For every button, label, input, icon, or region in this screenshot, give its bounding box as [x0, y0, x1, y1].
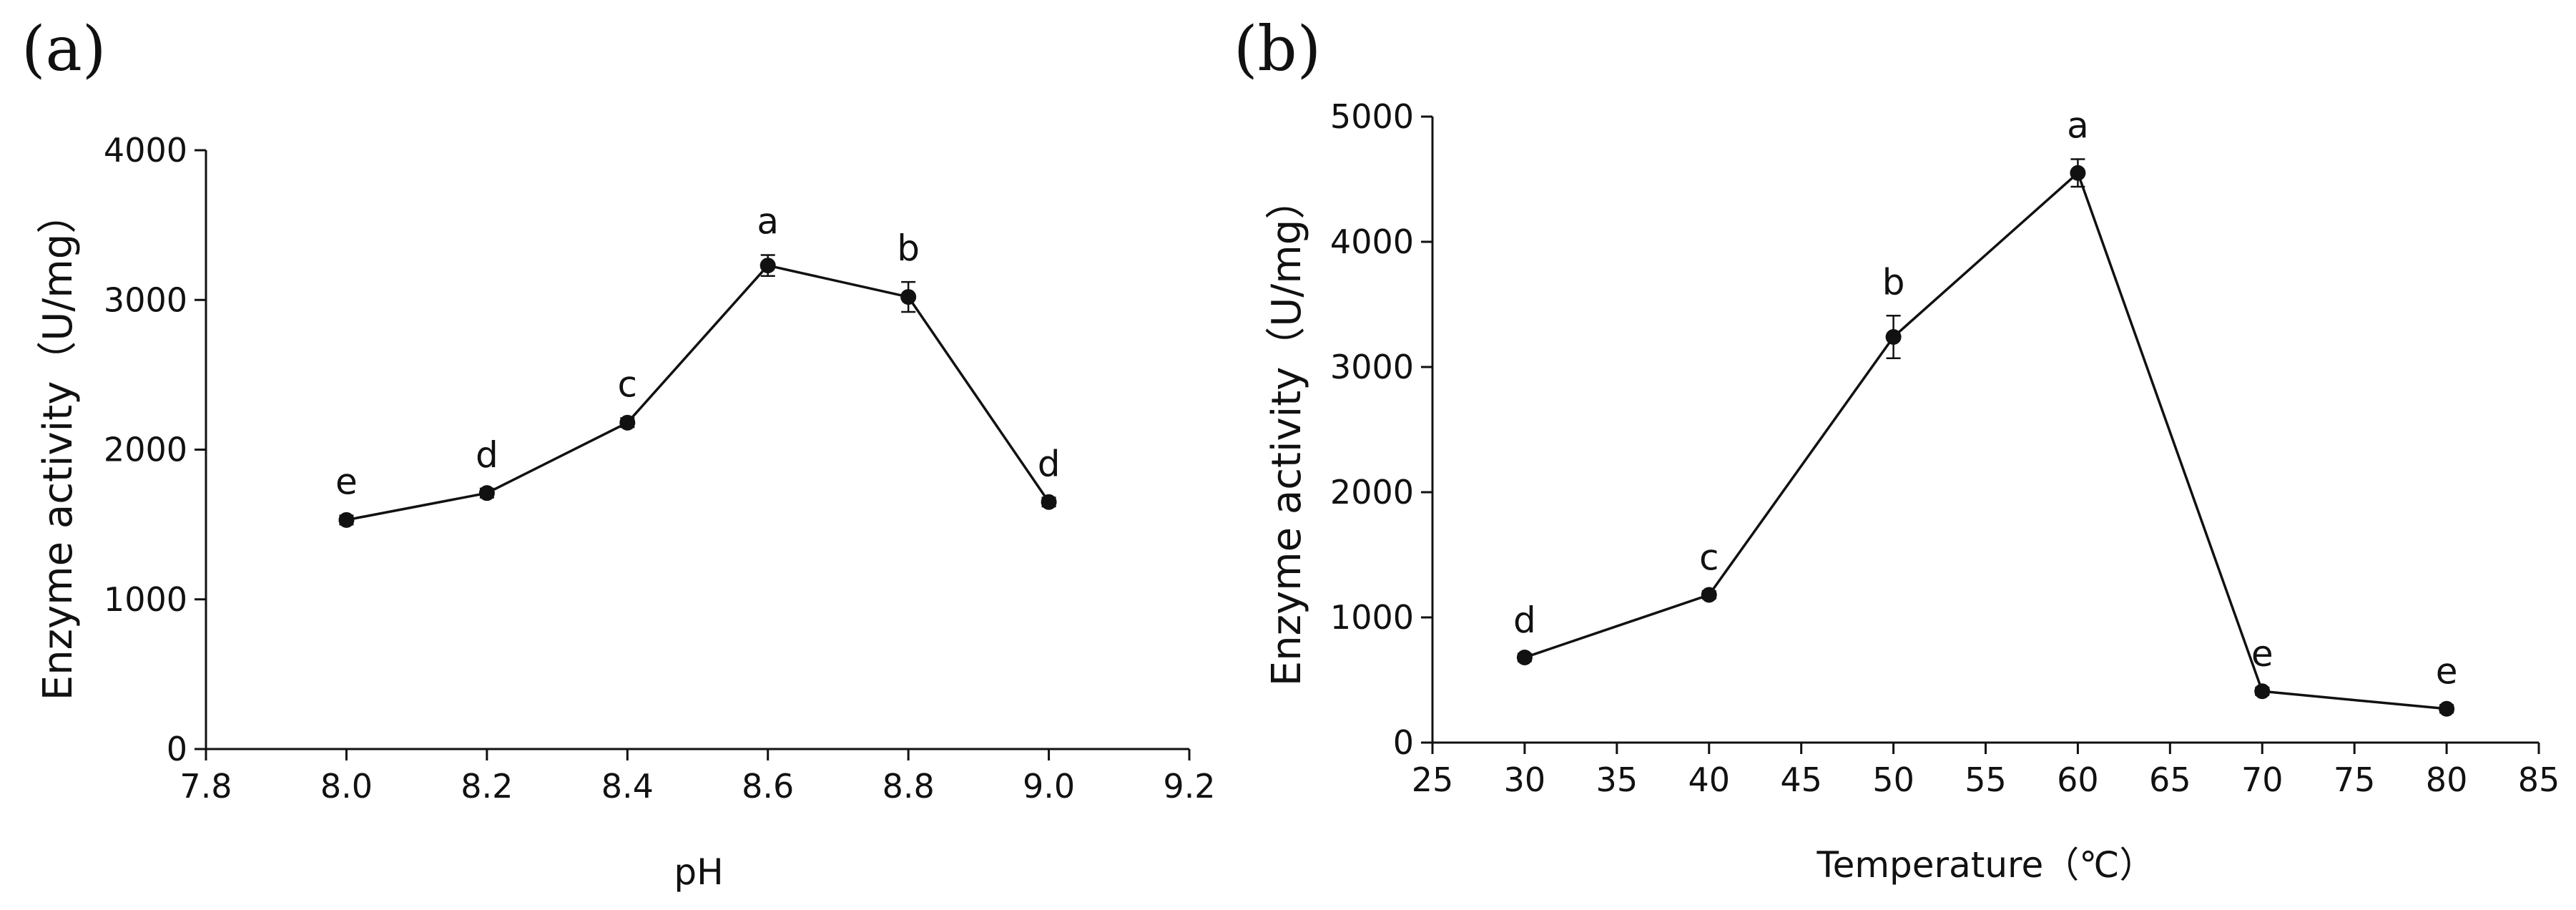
- panel-b-x-tick-label: 65: [2149, 760, 2191, 799]
- panel-b-label: (b): [1234, 14, 1321, 85]
- panel-a-significance-label: d: [1038, 443, 1061, 484]
- panel-a-y-tick-label: 3000: [104, 280, 187, 319]
- panel-a-x-tick-label: 8.6: [742, 767, 794, 806]
- panel-b-x-tick-label: 35: [1596, 760, 1638, 799]
- panel-a-y-tick-label: 2000: [104, 431, 187, 469]
- panel-b-significance-label: c: [1699, 537, 1719, 578]
- panel-b-y-tick-label: 3000: [1330, 348, 1414, 386]
- panel-b-x-tick-label: 50: [1872, 760, 1914, 799]
- panel-a-data-point: [900, 289, 917, 305]
- panel-a-data-point: [478, 485, 495, 502]
- panel-b-data-point: [1516, 650, 1533, 665]
- panel-a-x-tick-label: 9.0: [1023, 767, 1075, 806]
- panel-a-x-tick-label: 8.8: [883, 767, 935, 806]
- panel-a-significance-label: a: [757, 200, 779, 242]
- panel-b-data-point: [2254, 683, 2271, 700]
- panel-a-label: (a): [21, 14, 106, 85]
- panel-a-data-point: [338, 512, 355, 528]
- panel-b-y-tick-label: 1000: [1330, 598, 1414, 637]
- panel-a-series-line: [346, 264, 1051, 522]
- panel-b-y-tick-label: 5000: [1330, 97, 1414, 136]
- chart-panel-a: Enzyme activity（U/mg） pH 0 1000 2000 3000 40…: [35, 131, 1216, 893]
- panel-a-y-axis-title: Enzyme activity（U/mg）: [35, 194, 82, 701]
- panel-b-x-tick-label: 55: [1965, 760, 2007, 799]
- panel-a-data-point: [619, 414, 636, 431]
- panel-a-x-tick-label: 8.4: [601, 767, 654, 806]
- panel-a-x-tick-label: 8.0: [320, 767, 373, 806]
- panel-b-series-line: [1524, 170, 2447, 710]
- panel-b-y-tick-label: 0: [1393, 723, 1414, 762]
- panel-a-significance-label: c: [618, 364, 638, 406]
- panel-a-y-tick-label: 0: [167, 730, 187, 768]
- panel-b-x-tick-label: 25: [1412, 760, 1454, 799]
- panel-b-significance-label: b: [1882, 261, 1905, 303]
- panel-b-x-tick-label: 60: [2057, 760, 2099, 799]
- panel-b-x-tick-label: 40: [1688, 760, 1730, 799]
- panel-b-data-point: [2439, 700, 2455, 717]
- panel-b-x-tick-label: 85: [2518, 760, 2560, 799]
- panel-a-data-point: [759, 258, 776, 274]
- panel-a-significance-label: e: [335, 461, 358, 503]
- panel-b-x-tick-label: 70: [2241, 760, 2284, 799]
- panel-b-significance-label: e: [2436, 651, 2458, 693]
- panel-b-x-tick-label: 80: [2426, 760, 2468, 799]
- panel-a-x-tick-label: 9.2: [1163, 767, 1215, 806]
- panel-a-y-tick-label: 4000: [104, 131, 187, 170]
- panel-a-x-tick-label: 7.8: [180, 767, 232, 806]
- panel-b-data-point: [1885, 329, 1902, 345]
- panel-b-data-point: [1701, 587, 1717, 603]
- panel-b-significance-label: a: [2067, 105, 2089, 147]
- panel-a-y-tick-label: 1000: [104, 580, 187, 619]
- panel-b-x-tick-label: 30: [1504, 760, 1546, 799]
- panel-a-x-axis-title: pH: [674, 851, 723, 893]
- panel-b-x-tick-label: 45: [1780, 760, 1822, 799]
- panel-b-significance-label: e: [2251, 633, 2273, 675]
- panel-a-significance-label: d: [476, 434, 498, 476]
- panel-b-x-tick-label: 75: [2334, 760, 2376, 799]
- panel-b-x-axis-title: Temperature（℃）: [1817, 844, 2155, 886]
- panel-a-data-point: [1041, 494, 1057, 510]
- panel-a-x-tick-label: 8.2: [461, 767, 513, 806]
- panel-b-data-point: [2070, 165, 2086, 181]
- panel-b-y-tick-label: 2000: [1330, 473, 1414, 512]
- chart-panel-b: Enzyme activity（U/mg） Temperature（℃） 0 10…: [1264, 97, 2560, 886]
- panel-a-significance-label: b: [897, 228, 920, 269]
- panel-b-y-tick-label: 4000: [1330, 222, 1414, 261]
- panel-b-y-axis-title: Enzyme activity（U/mg）: [1264, 180, 1310, 687]
- panel-b-significance-label: d: [1513, 600, 1536, 641]
